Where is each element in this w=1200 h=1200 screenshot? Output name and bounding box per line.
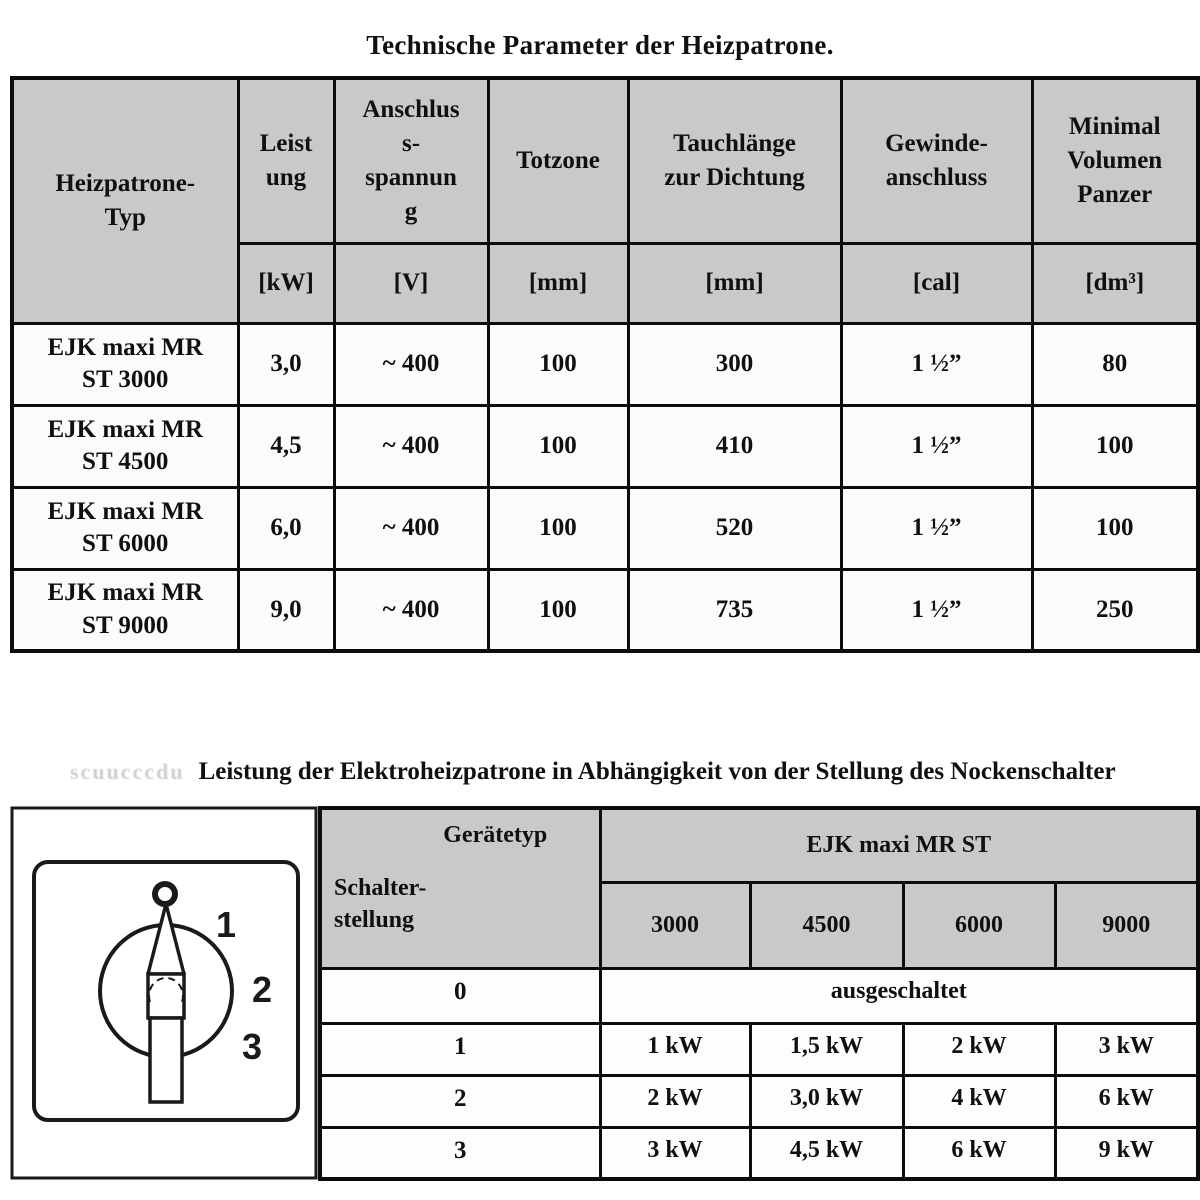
cell-kw: 1 kW (598, 1021, 752, 1077)
unit-kw: [kW] (236, 241, 336, 325)
cell-gewinde: 1 ½” (839, 485, 1034, 571)
cell-type: EJK maxi MR ST 4500 (10, 403, 240, 489)
schalterstellung-label: Schalter- stellung (334, 874, 427, 934)
col-header-heizpatrone-typ: Heizpatrone- Typ (10, 76, 240, 325)
cell-v: ~ 400 (332, 485, 490, 571)
header-row-models: 3000 4500 6000 9000 (320, 880, 1200, 970)
cell-kw: 3 kW (1053, 1021, 1200, 1077)
row-position-1: 1 1 kW 1,5 kW 2 kW 3 kW (318, 1021, 1200, 1077)
col-header-tauchlaenge: Tauchlänge zur Dichtung (626, 76, 843, 245)
position-2-label: 2 (252, 969, 272, 1010)
model-4500: 4500 (748, 880, 905, 970)
cell-totzone: 100 (486, 485, 630, 571)
cell-volumen: 100 (1030, 403, 1200, 489)
position-0-marker (152, 881, 178, 907)
table-row-st6000: EJK maxi MR ST 6000 6,0 ~ 400 100 520 1 … (10, 485, 1200, 571)
cell-v: ~ 400 (332, 321, 490, 407)
cell-kw: 3 kW (598, 1125, 752, 1181)
cell-volumen: 80 (1030, 321, 1200, 407)
cell-kw: 9,0 (236, 567, 336, 653)
cell-ausgeschaltet: ausgeschaltet (598, 966, 1200, 1025)
table-row-st9000: EJK maxi MR ST 9000 9,0 ~ 400 100 735 1 … (10, 567, 1200, 653)
cell-kw: 3,0 kW (748, 1073, 905, 1129)
col-header-anschlussspannung: Anschlus s- spannun g (332, 76, 490, 245)
cell-position: 0 (318, 966, 602, 1025)
cell-kw: 6,0 (236, 485, 336, 571)
model-6000: 6000 (901, 880, 1057, 970)
cell-type: EJK maxi MR ST 3000 (10, 321, 240, 407)
cell-kw: 4 kW (901, 1073, 1057, 1129)
faded-smudge-text: scuucccdu (70, 759, 185, 784)
cell-position: 1 (318, 1021, 602, 1077)
section2-title: scuucccdu Leistung der Elektroheizpatrone… (70, 758, 1200, 786)
cell-kw: 2 kW (901, 1021, 1057, 1077)
cell-kw: 4,5 kW (748, 1125, 905, 1181)
unit-dm3: [dm³] (1030, 241, 1200, 325)
model-3000: 3000 (598, 880, 752, 970)
col-header-totzone: Totzone (486, 76, 630, 245)
unit-mm-tauchlaenge: [mm] (626, 241, 843, 325)
cell-volumen: 250 (1030, 567, 1200, 653)
cell-tauchlaenge: 300 (626, 321, 843, 407)
header-row-units: [kW] [V] [mm] [mm] [cal] [dm³] (12, 241, 1200, 325)
cell-kw: 4,5 (236, 403, 336, 489)
position-1-label: 1 (216, 904, 236, 945)
cell-tauchlaenge: 735 (626, 567, 843, 653)
cell-v: ~ 400 (332, 567, 490, 653)
position-3-label: 3 (242, 1026, 262, 1067)
unit-mm-totzone: [mm] (486, 241, 630, 325)
cell-tauchlaenge: 410 (626, 403, 843, 489)
parameters-table: Heizpatrone- Typ Leist ung Anschlus s- s… (10, 76, 1200, 653)
cell-gewinde: 1 ½” (839, 403, 1034, 489)
cell-totzone: 100 (486, 321, 630, 407)
cell-kw: 3,0 (236, 321, 336, 407)
cell-position: 3 (318, 1125, 602, 1181)
header-row-group: Gerätetyp Schalter- stellung EJK maxi MR… (318, 806, 1200, 970)
col-header-minimal-volumen: Minimal Volumen Panzer (1030, 76, 1200, 245)
cell-position: 2 (318, 1073, 602, 1129)
cell-totzone: 100 (486, 403, 630, 489)
switch-knob (146, 902, 186, 1104)
col-header-leistung: Leist ung (236, 76, 336, 245)
cell-kw: 2 kW (598, 1073, 752, 1129)
cell-kw: 6 kW (1053, 1073, 1200, 1129)
row-position-2: 2 2 kW 3,0 kW 4 kW 6 kW (318, 1073, 1200, 1129)
cam-switch-diagram: 1 2 3 (10, 806, 318, 1180)
col-header-gewindeanschluss: Gewinde- anschluss (839, 76, 1034, 245)
group-header-ejk: EJK maxi MR ST (598, 806, 1200, 884)
section2-title-text: Leistung der Elektroheizpatrone in Abhän… (198, 758, 1116, 785)
row-position-0: 0 ausgeschaltet (318, 966, 1200, 1025)
table-row-st4500: EJK maxi MR ST 4500 4,5 ~ 400 100 410 1 … (10, 403, 1200, 489)
cell-v: ~ 400 (332, 403, 490, 489)
diagonal-header-cell: Gerätetyp Schalter- stellung (318, 806, 602, 970)
cell-kw: 9 kW (1053, 1125, 1200, 1181)
cell-volumen: 100 (1030, 485, 1200, 571)
cell-tauchlaenge: 520 (626, 485, 843, 571)
power-by-switch-position-table: Gerätetyp Schalter- stellung EJK maxi MR… (318, 806, 1200, 1181)
cell-kw: 6 kW (901, 1125, 1057, 1181)
cell-gewinde: 1 ½” (839, 321, 1034, 407)
unit-cal: [cal] (839, 241, 1034, 325)
table-row-st3000: EJK maxi MR ST 3000 3,0 ~ 400 100 300 1 … (10, 321, 1200, 407)
cell-totzone: 100 (486, 567, 630, 653)
header-row-names: Heizpatrone- Typ Leist ung Anschlus s- s… (10, 76, 1200, 325)
cell-type: EJK maxi MR ST 9000 (10, 567, 240, 653)
row-position-3: 3 3 kW 4,5 kW 6 kW 9 kW (318, 1125, 1200, 1181)
page-title: Technische Parameter der Heizpatrone. (366, 30, 834, 60)
unit-v: [V] (332, 241, 490, 325)
cell-gewinde: 1 ½” (839, 567, 1034, 653)
cell-kw: 1,5 kW (748, 1021, 905, 1077)
geraetetyp-label: Gerätetyp (443, 822, 548, 848)
cell-type: EJK maxi MR ST 6000 (10, 485, 240, 571)
model-9000: 9000 (1053, 880, 1200, 970)
